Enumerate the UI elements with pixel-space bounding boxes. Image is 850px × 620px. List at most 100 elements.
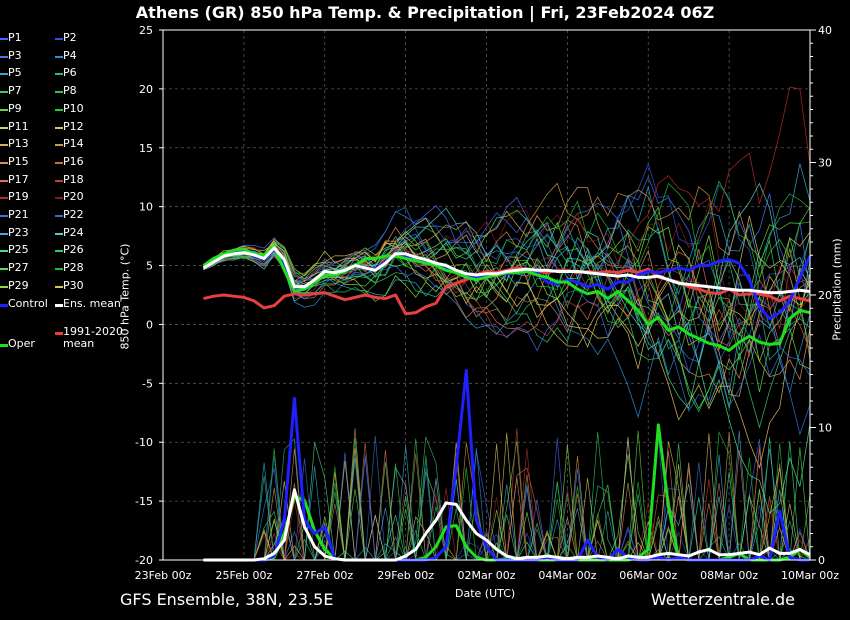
member-line-p22 [203, 207, 811, 413]
member-line-p21 [203, 249, 811, 436]
legend-label: P21 [8, 208, 29, 221]
member-precip-p19 [203, 448, 811, 561]
y-tick-label-left: -10 [135, 436, 153, 449]
member-line-p25 [203, 231, 811, 515]
legend-swatch [0, 179, 8, 182]
legend-swatch [55, 126, 63, 129]
x-axis-label: Date (UTC) [455, 587, 516, 600]
y-tick-label-right: 30 [818, 157, 832, 170]
legend-label: P28 [63, 261, 84, 275]
legend-label: P17 [8, 172, 29, 186]
legend-swatch [55, 179, 63, 182]
legend-label: Ens. mean [63, 296, 121, 310]
legend-swatch [0, 126, 8, 129]
legend-swatch [55, 197, 63, 200]
legend-swatch [0, 38, 8, 40]
legend-label: P11 [8, 119, 29, 133]
legend-swatch [55, 55, 63, 58]
site-label: Wetterzentrale.de [650, 590, 795, 609]
chart-title: Athens (GR) 850 hPa Temp. & Precipitatio… [135, 3, 715, 22]
legend-label: Control [8, 296, 48, 310]
x-tick-label: 10Mar 00z [781, 569, 839, 582]
legend-swatch [55, 285, 63, 288]
legend-swatch [0, 343, 8, 347]
legend-swatch [0, 250, 8, 253]
member-precip-p15 [203, 448, 811, 561]
legend-label: P7 [8, 84, 22, 98]
legend-label: P6 [63, 66, 77, 80]
ens-mean-line [202, 246, 811, 295]
legend-label: P30 [63, 278, 84, 292]
legend-swatch [0, 285, 8, 288]
legend-swatch [0, 73, 8, 76]
x-tick-label: 02Mar 00z [457, 569, 515, 582]
legend-swatch [55, 268, 63, 271]
legend-label: P25 [8, 243, 29, 257]
model-label: GFS Ensemble, 38N, 23.5E [120, 590, 334, 609]
member-line-p20 [203, 202, 811, 328]
legend-label: Oper [8, 336, 35, 350]
member-line-p12 [203, 242, 811, 470]
legend-label: P12 [63, 119, 84, 133]
y-tick-label-left: 25 [139, 24, 153, 37]
legend-swatch [0, 144, 8, 147]
legend-swatch [55, 331, 63, 335]
legend-swatch [0, 197, 8, 200]
ens-mean-precip-line [203, 488, 811, 562]
legend-swatch [55, 38, 63, 40]
legend-swatch [0, 91, 8, 94]
legend-swatch [55, 161, 63, 164]
legend-label: P26 [63, 243, 84, 257]
member-precip-p29 [203, 444, 810, 561]
legend-swatch [55, 215, 63, 217]
x-tick-label: 23Feb 00z [135, 569, 192, 582]
legend-label: P5 [8, 66, 22, 80]
legend-swatch [55, 250, 63, 253]
y-tick-label-right: 20 [818, 289, 832, 302]
legend-swatch [55, 73, 63, 76]
legend-label: P9 [8, 101, 22, 115]
legend-swatch [55, 232, 63, 235]
y-axis-label-left: 850 hPa Temp. (°C) [118, 243, 132, 350]
legend-label: P27 [8, 261, 29, 275]
legend-label: P22 [63, 208, 84, 221]
legend-swatch [0, 232, 8, 235]
y-tick-label-left: 10 [139, 201, 153, 214]
member-line-p5 [203, 163, 811, 335]
legend-label: P24 [63, 225, 84, 239]
legend-label: P29 [8, 278, 29, 292]
legend-label: P19 [8, 190, 29, 204]
legend-label: 1991-2020 mean [63, 324, 123, 350]
legend-swatch [0, 108, 8, 111]
member-line-p4 [203, 223, 811, 419]
x-tick-label: 06Mar 00z [619, 569, 677, 582]
y-tick-label-right: 0 [818, 554, 825, 567]
y-tick-label-right: 40 [818, 24, 832, 37]
legend-label: P23 [8, 225, 29, 239]
legend-label: P4 [63, 48, 77, 62]
legend-label: P1 [8, 31, 22, 44]
legend-label: P18 [63, 172, 84, 186]
y-tick-label-left: 5 [146, 260, 153, 273]
x-tick-label: 08Mar 00z [700, 569, 758, 582]
legend-swatch [0, 215, 8, 217]
temperature-lines [202, 245, 812, 352]
y-axis-label-right: Precipitation (mm) [830, 238, 844, 341]
legend-label: P8 [63, 84, 77, 98]
x-tick-label: 25Feb 00z [216, 569, 273, 582]
legend-swatch [0, 55, 8, 58]
member-precip-p13 [203, 447, 810, 561]
y-tick-label-left: 20 [139, 83, 153, 96]
legend-label: P15 [8, 154, 29, 168]
member-line-p11 [203, 215, 811, 369]
y-tick-label-right: 10 [818, 422, 832, 435]
legend-label: P13 [8, 137, 29, 151]
legend-swatch [55, 91, 63, 94]
y-tick-label-left: -20 [135, 554, 153, 567]
legend-label: P2 [63, 31, 77, 44]
y-tick-label-left: -15 [135, 495, 153, 508]
y-tick-label-left: -5 [142, 377, 153, 390]
legend-swatch [55, 108, 63, 111]
y-tick-label-left: 0 [146, 318, 153, 331]
member-line-p19 [203, 86, 811, 300]
